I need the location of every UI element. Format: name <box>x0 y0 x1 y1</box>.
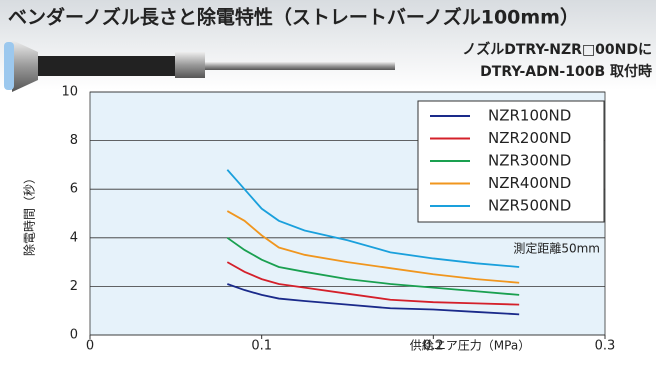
nozzle-image <box>4 40 395 92</box>
y-axis-label: 除電時間（秒） <box>22 172 37 256</box>
subtitle: DTRY-ADN-100B 取付時 <box>480 63 652 80</box>
series-line <box>226 261 520 306</box>
chart-title: ベンダーノズル長さと除電特性（ストレートバーノズル100mm） <box>8 6 579 29</box>
y-tick-label: 2 <box>70 279 78 294</box>
x-tick-label: 0.2 <box>423 339 444 354</box>
y-tick-label: 8 <box>70 133 78 148</box>
legend-label: NZR400ND <box>488 174 571 192</box>
annotation: 測定距離50mm <box>513 241 600 256</box>
y-tick-label: 0 <box>70 328 78 343</box>
x-tick-label: 0 <box>86 339 94 354</box>
x-axis-label: 供給エア圧力（MPa） <box>410 339 530 353</box>
x-tick-label: 0.1 <box>251 339 272 354</box>
series-line <box>226 210 520 284</box>
x-tick-label: 0.3 <box>595 339 616 354</box>
legend-label: NZR300ND <box>488 152 571 170</box>
series-line <box>226 237 520 296</box>
y-tick-label: 4 <box>70 230 78 245</box>
y-tick-label: 10 <box>61 85 78 100</box>
series-line <box>226 169 520 268</box>
legend-label: NZR500ND <box>488 197 571 215</box>
series-line <box>227 283 520 316</box>
legend-label: NZR200ND <box>488 129 571 147</box>
y-tick-label: 6 <box>70 182 78 197</box>
plot-frame <box>89 91 606 336</box>
legend-label: NZR100ND <box>488 107 571 125</box>
subtitle: ノズルDTRY-NZR□00NDに <box>462 41 652 58</box>
